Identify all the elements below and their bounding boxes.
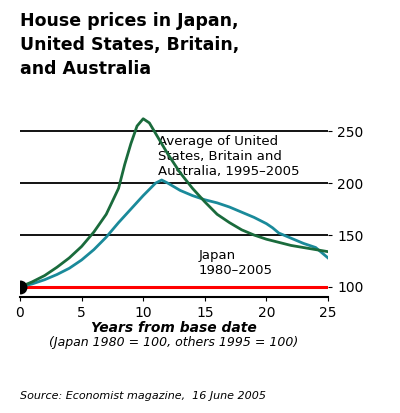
Text: House prices in Japan,
United States, Britain,
and Australia: House prices in Japan, United States, Br… <box>20 12 239 78</box>
Text: Years from base date: Years from base date <box>91 321 257 335</box>
Text: (Japan 1980 = 100, others 1995 = 100): (Japan 1980 = 100, others 1995 = 100) <box>49 335 299 349</box>
Text: Average of United
States, Britain and
Australia, 1995–2005: Average of United States, Britain and Au… <box>158 135 300 178</box>
Text: Japan
1980–2005: Japan 1980–2005 <box>199 249 273 277</box>
Text: Source: Economist magazine,  16 June 2005: Source: Economist magazine, 16 June 2005 <box>20 391 266 401</box>
